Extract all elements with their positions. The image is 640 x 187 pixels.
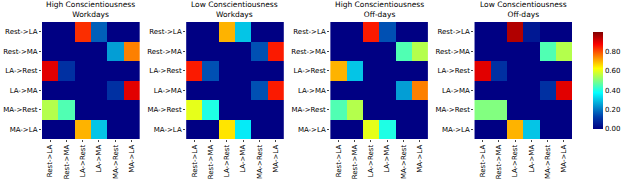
svg-text:0.60: 0.60: [605, 67, 621, 75]
svg-text:MA->LA: MA->LA: [560, 145, 568, 173]
svg-text:Rest->LA: Rest->LA: [149, 28, 182, 36]
svg-text:LA->MA: LA->MA: [442, 87, 470, 95]
svg-text:LA->MA: LA->MA: [383, 145, 391, 173]
svg-text:LA->MA: LA->MA: [95, 145, 103, 173]
svg-text:LA->Rest: LA->Rest: [5, 67, 38, 75]
svg-text:0.40: 0.40: [605, 87, 621, 95]
svg-text:0.00: 0.00: [605, 125, 621, 133]
svg-text:MA->Rest: MA->Rest: [400, 145, 408, 180]
svg-text:Rest->LA: Rest->LA: [479, 145, 487, 178]
svg-text:MA->Rest: MA->Rest: [544, 145, 552, 180]
svg-text:MA->Rest: MA->Rest: [256, 145, 264, 180]
svg-text:LA->Rest: LA->Rest: [223, 145, 231, 178]
svg-text:MA->Rest: MA->Rest: [436, 106, 471, 114]
svg-text:LA->Rest: LA->Rest: [438, 67, 471, 75]
svg-text:Rest->LA: Rest->LA: [46, 145, 54, 178]
svg-text:Rest->MA: Rest->MA: [435, 48, 470, 56]
svg-text:High ConscientiousnessOff-days: High ConscientiousnessOff-days: [335, 0, 424, 19]
svg-text:LA->MA: LA->MA: [10, 87, 38, 95]
svg-text:0.80: 0.80: [605, 48, 621, 56]
svg-text:MA->Rest: MA->Rest: [3, 106, 38, 114]
svg-text:MA->LA: MA->LA: [154, 126, 182, 134]
svg-text:Low ConscientiousnessOff-days: Low ConscientiousnessOff-days: [480, 0, 567, 19]
svg-text:Rest->LA: Rest->LA: [437, 28, 470, 36]
svg-text:Rest->LA: Rest->LA: [5, 28, 38, 36]
svg-text:MA->Rest: MA->Rest: [147, 106, 182, 114]
svg-text:LA->Rest: LA->Rest: [149, 67, 182, 75]
svg-text:MA->Rest: MA->Rest: [112, 145, 120, 180]
svg-text:MA->LA: MA->LA: [298, 126, 326, 134]
svg-text:MA->LA: MA->LA: [128, 145, 136, 173]
svg-text:LA->MA: LA->MA: [239, 145, 247, 173]
svg-text:LA->Rest: LA->Rest: [367, 145, 375, 178]
svg-text:Rest->MA: Rest->MA: [3, 48, 38, 56]
svg-text:LA->MA: LA->MA: [528, 145, 536, 173]
svg-text:MA->LA: MA->LA: [442, 126, 470, 134]
svg-text:Rest->MA: Rest->MA: [63, 145, 71, 180]
svg-text:High ConscientiousnessWorkdays: High ConscientiousnessWorkdays: [46, 0, 135, 19]
svg-text:Rest->LA: Rest->LA: [191, 145, 199, 178]
svg-text:Rest->MA: Rest->MA: [207, 145, 215, 180]
svg-text:MA->Rest: MA->Rest: [291, 106, 326, 114]
svg-text:Rest->LA: Rest->LA: [293, 28, 326, 36]
svg-text:LA->Rest: LA->Rest: [79, 145, 87, 178]
svg-text:LA->MA: LA->MA: [298, 87, 326, 95]
svg-text:Rest->LA: Rest->LA: [335, 145, 343, 178]
svg-text:MA->LA: MA->LA: [10, 126, 38, 134]
svg-text:Rest->MA: Rest->MA: [495, 145, 503, 180]
svg-text:LA->Rest: LA->Rest: [293, 67, 326, 75]
svg-text:MA->LA: MA->LA: [272, 145, 280, 173]
svg-text:Rest->MA: Rest->MA: [351, 145, 359, 180]
svg-text:LA->MA: LA->MA: [154, 87, 182, 95]
svg-text:0.20: 0.20: [605, 106, 621, 114]
svg-text:MA->LA: MA->LA: [416, 145, 424, 173]
svg-text:LA->Rest: LA->Rest: [511, 145, 519, 178]
svg-text:Rest->MA: Rest->MA: [147, 48, 182, 56]
svg-text:Rest->MA: Rest->MA: [291, 48, 326, 56]
svg-text:Low ConscientiousnessWorkdays: Low ConscientiousnessWorkdays: [191, 0, 278, 19]
